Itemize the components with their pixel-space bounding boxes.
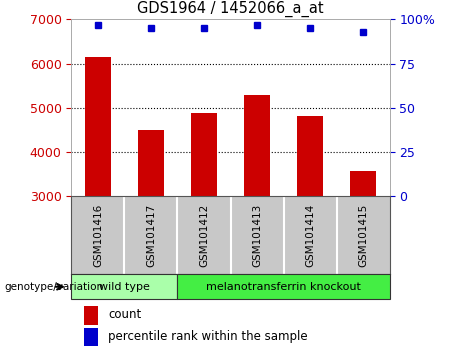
Text: count: count — [108, 308, 141, 321]
Bar — [297, 116, 323, 196]
Text: GSM101413: GSM101413 — [252, 204, 262, 267]
Bar — [138, 130, 164, 196]
Bar — [191, 113, 217, 196]
Bar — [177, 274, 390, 299]
Text: genotype/variation: genotype/variation — [5, 282, 104, 292]
Text: GSM101417: GSM101417 — [146, 204, 156, 267]
Bar — [84, 306, 99, 325]
Text: GSM101416: GSM101416 — [93, 204, 103, 267]
Bar — [71, 274, 177, 299]
Text: melanotransferrin knockout: melanotransferrin knockout — [206, 282, 361, 292]
Bar — [244, 95, 270, 196]
Bar — [84, 328, 99, 347]
Bar — [85, 57, 111, 196]
Title: GDS1964 / 1452066_a_at: GDS1964 / 1452066_a_at — [137, 0, 324, 17]
Text: wild type: wild type — [99, 282, 150, 292]
Text: GSM101414: GSM101414 — [305, 204, 315, 267]
Text: GSM101412: GSM101412 — [199, 204, 209, 267]
Text: GSM101415: GSM101415 — [358, 204, 368, 267]
Bar — [350, 171, 376, 196]
Text: percentile rank within the sample: percentile rank within the sample — [108, 330, 307, 343]
